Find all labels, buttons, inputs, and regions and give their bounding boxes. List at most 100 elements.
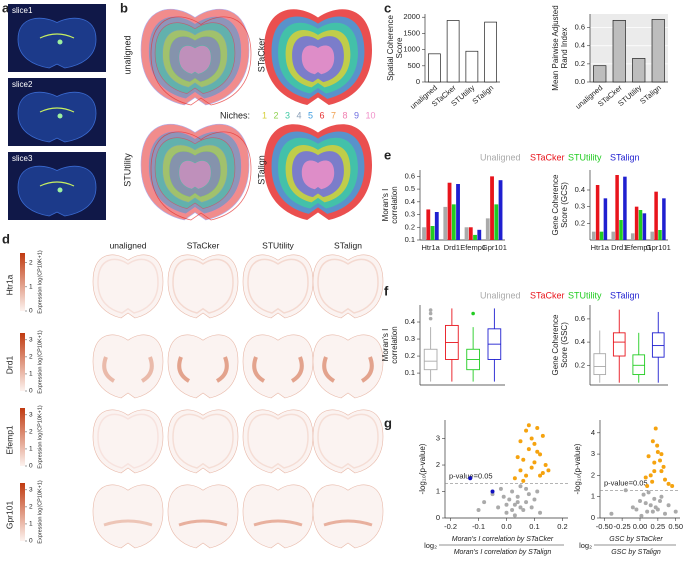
niche-legend-title: Niches:	[220, 110, 250, 120]
point	[655, 443, 660, 448]
bar	[654, 191, 658, 240]
y-axis-label: Score (GSC)	[560, 322, 569, 368]
box	[632, 354, 646, 376]
x-axis-label: log₂	[579, 541, 592, 550]
panel-label: b	[120, 0, 128, 15]
niche-legend-entry: 10	[366, 110, 376, 120]
point	[661, 464, 666, 469]
point	[510, 489, 515, 494]
y-tick-label: 0.4	[575, 41, 585, 50]
point	[468, 476, 473, 481]
y-axis-label: Moran's I	[381, 189, 390, 222]
point	[659, 469, 664, 474]
point	[524, 428, 529, 433]
bar	[632, 58, 646, 83]
x-axis-label: Moran's I correlation by STaCker	[452, 536, 554, 543]
y-tick-label: 1000	[403, 45, 420, 54]
bar	[630, 233, 635, 240]
legend-entry: Unaligned	[480, 290, 521, 300]
point	[658, 498, 662, 503]
point	[510, 508, 515, 513]
colorbar-tick-label: 1	[29, 446, 33, 453]
expression-map	[92, 334, 164, 399]
niche-region	[301, 160, 335, 190]
bar	[615, 175, 619, 240]
colorbar-label: Expression log(CP10K+1)	[37, 480, 43, 544]
colorbar-label: Expression log(CP10K+1)	[37, 405, 43, 469]
point	[630, 505, 635, 510]
point	[648, 473, 653, 478]
y-tick-label: 0.3	[575, 202, 585, 211]
point	[634, 507, 639, 512]
point	[504, 502, 509, 507]
bar	[422, 227, 426, 240]
bar	[591, 231, 596, 240]
expression-map	[312, 334, 384, 399]
x-tick-label: -0.50	[596, 522, 613, 531]
expression-hot	[97, 413, 159, 469]
niche-region	[301, 45, 335, 75]
x-tick-label: Gpr101	[482, 243, 507, 252]
bar	[456, 184, 460, 240]
colorbar-tick-label: 0	[29, 308, 33, 315]
y-tick-label: 0.2	[405, 351, 415, 360]
bar	[428, 53, 441, 83]
y-tick-label: 0.1	[405, 368, 415, 377]
point	[532, 497, 537, 502]
point	[641, 492, 646, 497]
y-axis-label: correlation	[390, 326, 399, 363]
y-tick-label: 0.4	[405, 317, 415, 326]
point	[518, 484, 523, 489]
method-label: STalign	[256, 155, 266, 185]
y-tick-label: 0	[591, 513, 595, 522]
point	[529, 505, 534, 510]
point	[498, 486, 503, 491]
bar	[638, 210, 643, 240]
y-tick-label: 0.3	[405, 334, 415, 343]
y-axis-label: correlation	[390, 186, 399, 223]
expression-hot	[172, 258, 234, 314]
y-axis-label: Score (GCS)	[560, 182, 569, 228]
y-tick-label: 1	[591, 492, 595, 501]
niche-legend-entry: 6	[320, 110, 325, 120]
slice-spot	[57, 187, 63, 193]
point	[515, 455, 520, 460]
y-axis-label: Gene Coherence	[551, 174, 560, 235]
x-tick-label: STalign	[638, 83, 663, 106]
x-tick-label: Htr1a	[591, 243, 610, 252]
y-axis-label: Gene Coherence	[551, 314, 560, 375]
y-tick-label: 0.6	[575, 314, 585, 323]
point	[543, 463, 548, 468]
y-tick-label: 0.3	[405, 210, 415, 219]
niche-legend-entry: 4	[297, 110, 302, 120]
point	[673, 509, 678, 514]
x-axis-label: GSC by STalign	[611, 549, 661, 556]
expression-hot	[247, 413, 309, 469]
outlier	[428, 308, 433, 312]
outlier	[471, 311, 475, 316]
legend-entry: STalign	[610, 152, 640, 162]
point	[609, 511, 614, 516]
x-tick-label: -0.1	[472, 522, 485, 531]
x-tick-label: 0.25	[651, 522, 666, 531]
point	[496, 505, 501, 510]
point	[659, 494, 664, 499]
bar	[623, 176, 627, 240]
expression-hot	[253, 519, 303, 527]
expression-hot	[177, 356, 229, 383]
slice-spot	[57, 113, 63, 119]
y-tick-label: 3	[436, 434, 440, 443]
colorbar	[20, 253, 25, 311]
gene-label: Htr1a	[4, 274, 14, 295]
expression-map	[242, 484, 314, 549]
point	[650, 509, 655, 514]
x-axis-label: GSC by STaCker	[609, 536, 663, 543]
bar	[498, 180, 503, 240]
point	[645, 484, 650, 489]
expression-hot	[322, 356, 374, 383]
y-tick-label: 3	[591, 449, 595, 458]
legend-entry: Unaligned	[480, 152, 521, 162]
expression-map	[92, 484, 164, 549]
